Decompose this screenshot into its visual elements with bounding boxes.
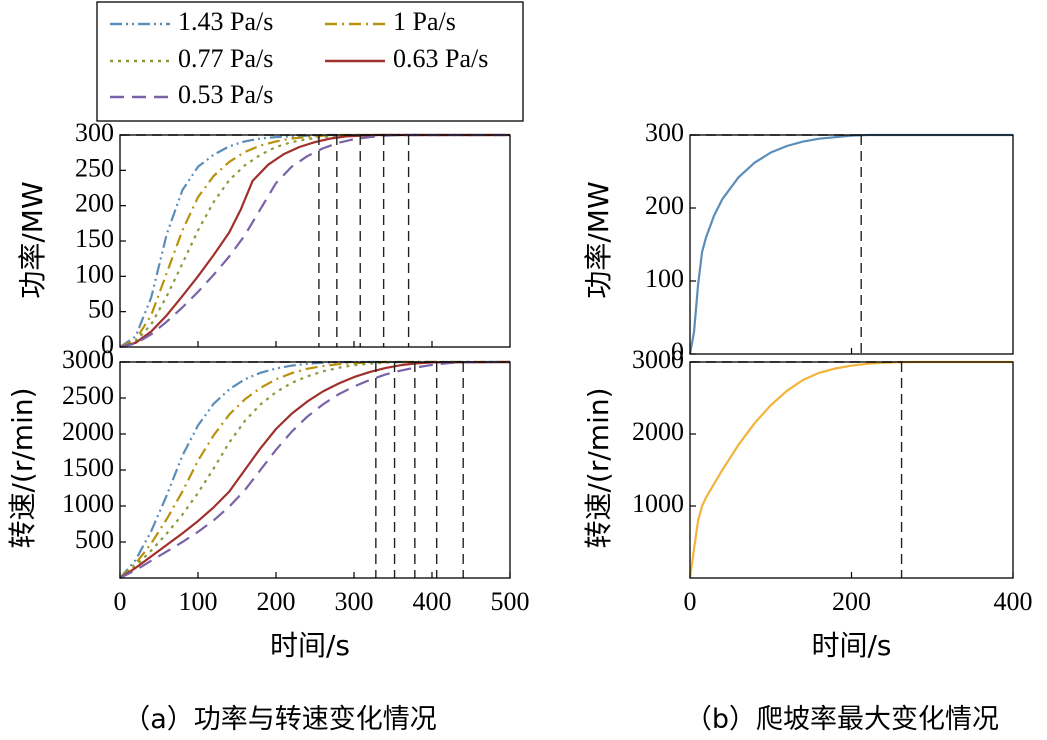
series-line-2: [119, 133, 510, 349]
b-speed-ylabel: 转速/(r/min): [582, 387, 615, 548]
legend-label: 0.53 Pa/s: [178, 80, 273, 109]
a-speed-ylabel: 转速/(r/min): [6, 387, 39, 548]
ytick-label: 3000: [632, 345, 684, 374]
ytick-label: 300: [645, 118, 684, 147]
ytick-label: 2500: [62, 381, 114, 410]
a-speed-xlabel: 时间/s: [270, 629, 350, 662]
series-line-0: [119, 360, 510, 579]
b-speed-xlabel: 时间/s: [811, 629, 891, 662]
a-power-plot-frame: [119, 134, 511, 348]
xtick-label: 500: [491, 587, 530, 616]
ytick-label: 1000: [632, 489, 684, 518]
ytick-label: 1000: [62, 489, 114, 518]
b-speed-plot-frame: [689, 361, 1014, 579]
caption-a: （a）功率与转速变化情况: [123, 704, 437, 735]
caption-b: （b）爬坡率最大变化情况: [685, 704, 999, 735]
ytick-label: 500: [75, 525, 114, 554]
series-line-3: [119, 360, 511, 579]
a-speed-plot-frame: [119, 361, 511, 579]
ytick-label: 300: [75, 118, 114, 147]
series-line-3: [119, 133, 510, 349]
chart-b-power: 0 100 200 300 功率/MW: [582, 118, 1014, 366]
ytick-label: 250: [75, 153, 114, 182]
ytick-label: 150: [75, 224, 114, 253]
legend-label: 0.63 Pa/s: [393, 44, 488, 73]
legend-label: 1 Pa/s: [393, 7, 456, 36]
xtick-label: 400: [413, 587, 452, 616]
ytick-label: 0: [671, 337, 684, 366]
legend: 1.43 Pa/s 1 Pa/s 0.77 Pa/s 0.63 Pa/s 0.53 Pa…: [96, 1, 524, 122]
legend-label: 1.43 Pa/s: [178, 7, 273, 36]
xtick-label: 400: [994, 587, 1033, 616]
chart-b-speed: 1000 2000 3000 0 200 400 转速/(r/min) 时间/s: [582, 345, 1033, 662]
ytick-label: 0: [101, 330, 114, 359]
legend-label: 0.77 Pa/s: [178, 44, 273, 73]
ytick-label: 2000: [632, 417, 684, 446]
series-line-4: [119, 360, 511, 579]
ytick-label: 2000: [62, 417, 114, 446]
b-power-plot-frame: [689, 134, 1014, 355]
a-power-ylabel: 功率/MW: [16, 181, 49, 298]
chart-a-power: 0 50 100 150 200 250 300 功率/MW: [16, 118, 511, 359]
xtick-label: 0: [114, 587, 127, 616]
xtick-label: 300: [335, 587, 374, 616]
xtick-label: 0: [684, 587, 697, 616]
ytick-label: 100: [75, 259, 114, 288]
ytick-label: 3000: [62, 345, 114, 374]
xtick-label: 100: [179, 587, 218, 616]
series-line-4: [119, 133, 510, 349]
ytick-label: 50: [88, 295, 114, 324]
xtick-label: 200: [832, 587, 871, 616]
ytick-label: 200: [75, 189, 114, 218]
ytick-label: 200: [645, 191, 684, 220]
b-power-ylabel: 功率/MW: [582, 181, 615, 298]
ytick-label: 1500: [62, 453, 114, 482]
series-line-1: [119, 133, 510, 349]
ytick-label: 100: [645, 264, 684, 293]
series-line-1: [119, 360, 510, 579]
series-line-2: [119, 360, 510, 579]
series-line-0: [688, 360, 1013, 579]
xtick-label: 200: [257, 587, 296, 616]
